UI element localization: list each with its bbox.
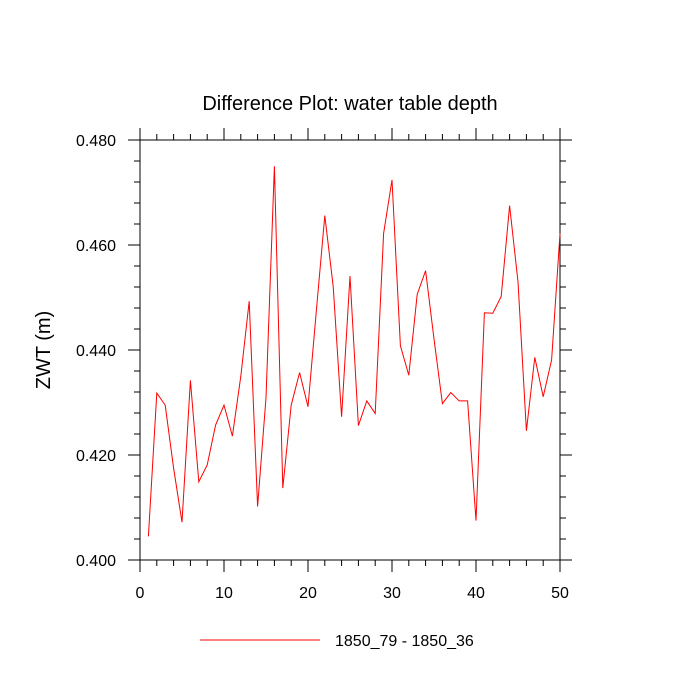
series-line [147, 166, 561, 537]
plot-frame [139, 139, 561, 561]
x-tick-label: 50 [551, 585, 569, 602]
y-tick-label: 0.400 [76, 553, 116, 570]
y-tick-label: 0.480 [76, 133, 116, 150]
y-tick-label: 0.440 [76, 343, 116, 360]
x-tick-label: 10 [215, 585, 233, 602]
chart-title: Difference Plot: water table depth [202, 93, 497, 115]
x-tick-label: 20 [299, 585, 317, 602]
y-tick-label: 0.460 [76, 238, 116, 255]
legend-label: 1850_79 - 1850_36 [335, 633, 474, 650]
x-tick-label: 30 [383, 585, 401, 602]
x-tick-label: 0 [136, 585, 145, 602]
y-axis-label: ZWT (m) [33, 311, 55, 390]
x-tick-label: 40 [467, 585, 485, 602]
y-tick-label: 0.420 [76, 448, 116, 465]
